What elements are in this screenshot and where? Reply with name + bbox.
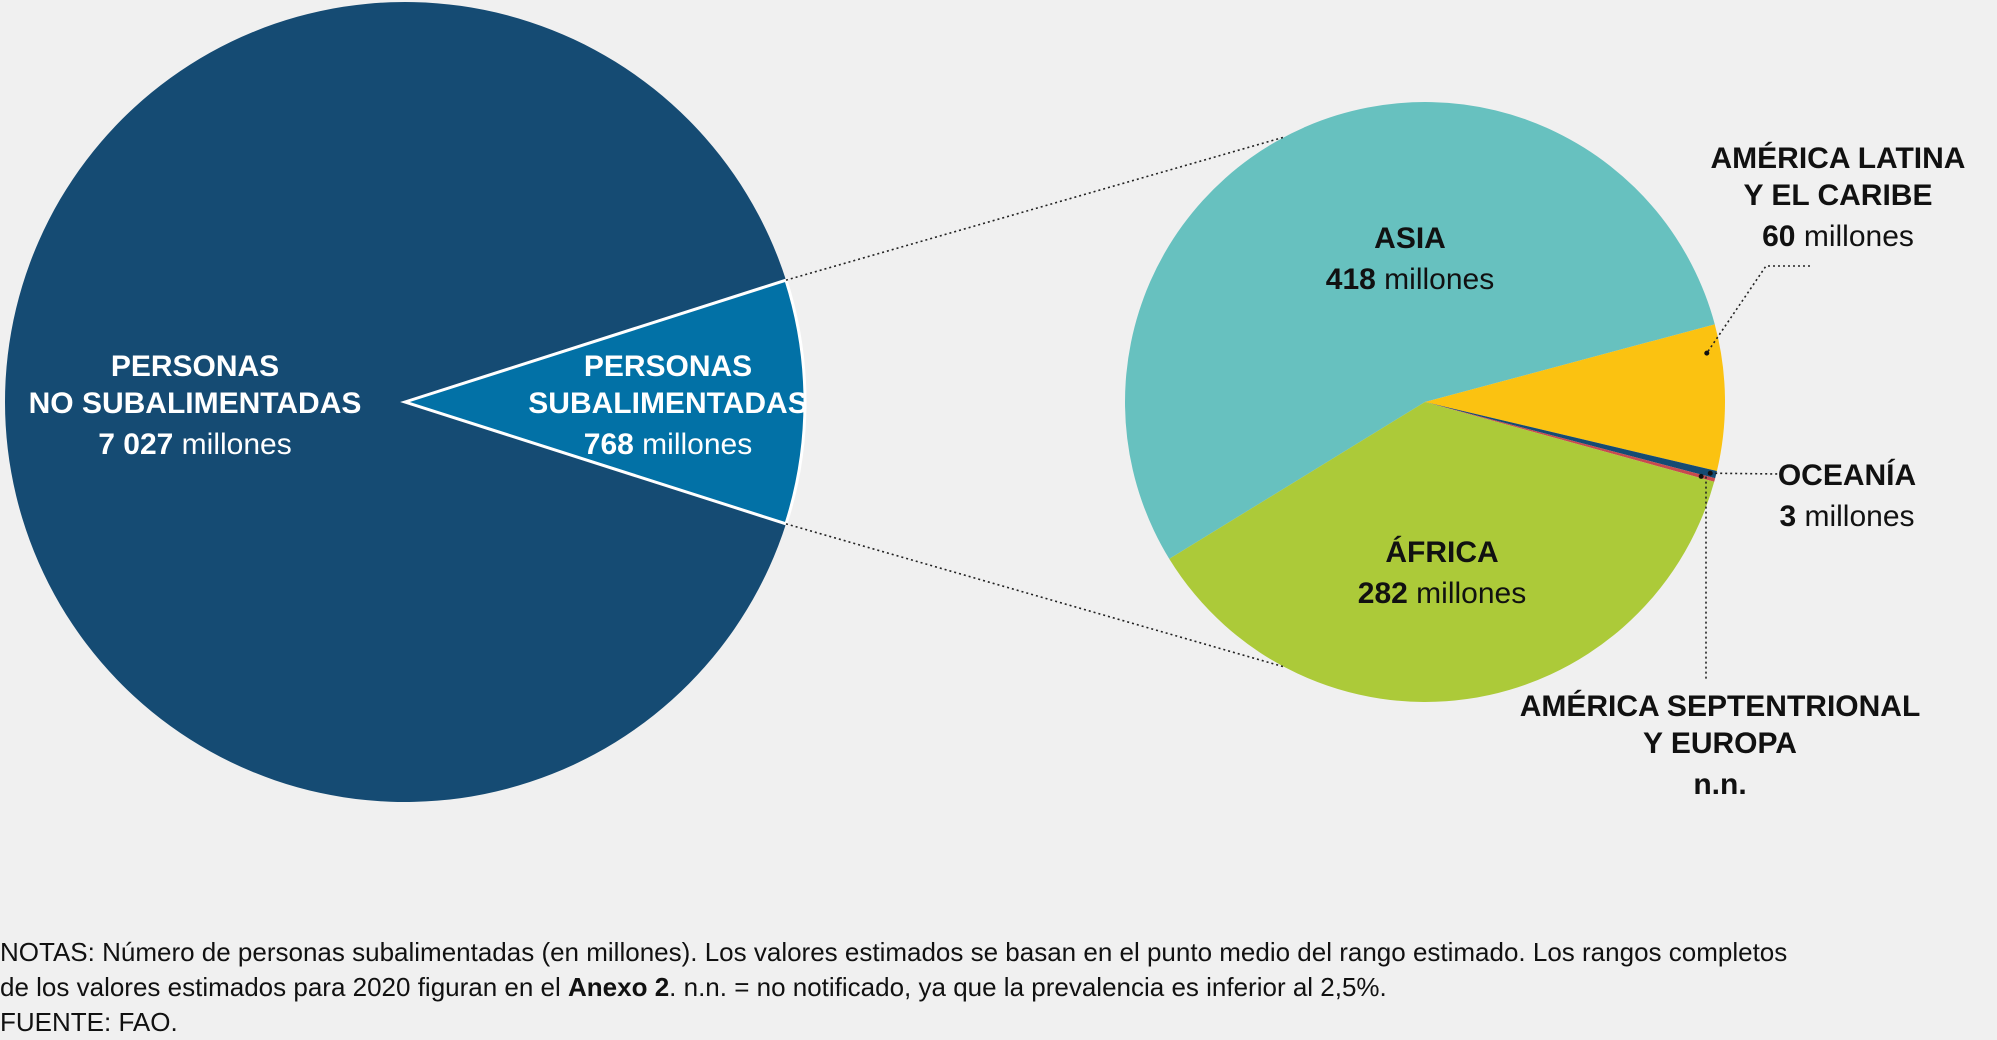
annex-reference: Anexo 2 — [568, 972, 670, 1002]
slice-oceania-label-line: OCEANÍA — [1778, 458, 1916, 492]
pie-slice-america-septentrional-y-europa — [1425, 402, 1716, 482]
leader-dot-america-latina — [1704, 350, 1710, 356]
slice-asia-value-label: 418 millones — [1326, 263, 1494, 296]
pie-slice-asia — [1125, 102, 1715, 559]
notes-line-2-end: . n.n. = no notificado, ya que la preval… — [669, 972, 1387, 1002]
slice-america-latina-value-label: 60 millones — [1762, 220, 1914, 253]
pie-slice-africa — [1169, 402, 1715, 702]
pie-slice-personas-subalimentadas — [400, 278, 807, 526]
slice-personas-no-subalimentadas-label-line: PERSONAS — [111, 350, 279, 383]
pie-slice-america-latina-y-el-caribe — [1425, 324, 1725, 472]
slice-personas-no-subalimentadas-label-line: NO SUBALIMENTADAS — [29, 387, 362, 420]
slice-america-septentrional-label-line: AMÉRICA SEPTENTRIONAL — [1520, 689, 1921, 723]
slice-personas-no-subalimentadas-value-label: 7 027 millones — [98, 428, 291, 461]
slice-america-latina-label-line: AMÉRICA LATINA — [1711, 141, 1966, 175]
leader-dot-america-septentrional — [1698, 473, 1704, 479]
slice-personas-subalimentadas-label-line: SUBALIMENTADAS — [528, 387, 807, 420]
leader-line-oceania — [1710, 472, 1781, 475]
slice-oceania-value-label: 3 millones — [1779, 500, 1914, 533]
chart-notes: NOTAS: Número de personas subalimentadas… — [0, 935, 1997, 1040]
slice-personas-no-subalimentadas-label: PERSONAS NO SUBALIMENTADAS 7 027 millones — [29, 350, 362, 461]
slice-africa-value-label: 282 millones — [1358, 577, 1526, 610]
notes-line-1: NOTAS: Número de personas subalimentadas… — [0, 937, 1788, 967]
pie-slice-oceania — [1425, 402, 1717, 479]
notes-line-2: de los valores estimados para 2020 figur… — [0, 970, 1997, 1005]
slice-personas-subalimentadas-label-line: PERSONAS — [584, 350, 752, 383]
slice-america-septentrional-label-line: Y EUROPA — [1643, 727, 1797, 760]
notes-line-2-start: de los valores estimados para 2020 figur… — [0, 972, 569, 1002]
connector-line-bottom — [785, 523, 1285, 668]
slice-personas-subalimentadas-value-label: 768 millones — [584, 428, 752, 461]
leader-line-america-latina — [1706, 265, 1810, 354]
slice-asia-label-line: ASIA — [1374, 222, 1446, 255]
source-note: FUENTE: FAO. — [0, 1007, 178, 1037]
pie-slice-personas-no-subalimentadas — [4, 1, 786, 802]
slice-america-latina-label-line: Y EL CARIBE — [1744, 179, 1933, 212]
slice-america-septentrional-label: AMÉRICA SEPTENTRIONAL Y EUROPA n.n. — [1520, 689, 1921, 801]
slice-africa-label: ÁFRICA 282 millones — [1358, 535, 1526, 610]
slice-oceania-label: OCEANÍA 3 millones — [1778, 458, 1916, 533]
slice-africa-label-line: ÁFRICA — [1385, 535, 1498, 569]
slice-america-latina-label: AMÉRICA LATINA Y EL CARIBE 60 millones — [1711, 141, 1966, 253]
leader-dot-oceania — [1707, 470, 1713, 476]
connector-line-top — [785, 136, 1285, 281]
slice-america-septentrional-value-label: n.n. — [1693, 768, 1746, 801]
slice-personas-subalimentadas-label: PERSONAS SUBALIMENTADAS 768 millones — [528, 350, 807, 461]
slice-asia-label: ASIA 418 millones — [1326, 222, 1494, 296]
